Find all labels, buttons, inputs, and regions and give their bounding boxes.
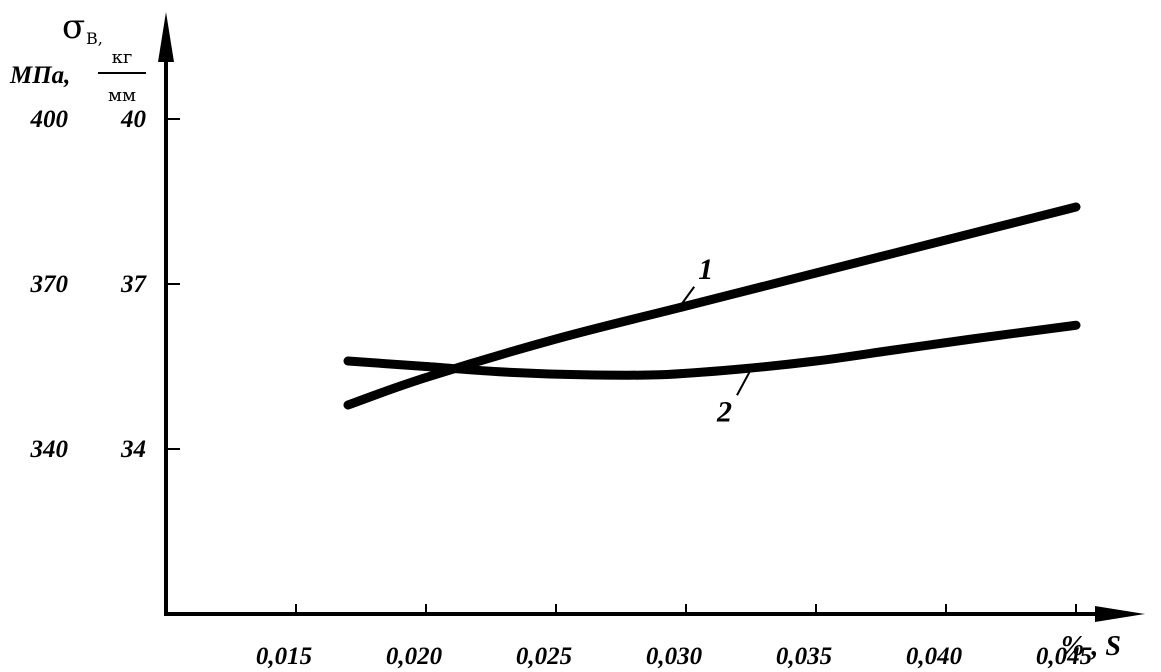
x-axis-label: % , S <box>1061 631 1121 662</box>
y-label-kg-numerator: кг <box>112 47 133 68</box>
y-label-kg-denominator: мм <box>108 85 136 106</box>
y-label-mpa: МПа, <box>9 62 70 89</box>
y-label-subscript: В, <box>86 29 103 48</box>
x-ticks: 0,015 0,020 0,025 0,030 0,035 0,040 0,045 <box>256 604 1092 670</box>
x-axis-arrow-icon <box>1095 606 1145 622</box>
y-tick-label: 37 <box>120 271 148 298</box>
series: 12 <box>343 202 1081 428</box>
y-tick-label-mpa: 370 <box>30 271 69 298</box>
series-2-line <box>343 320 1081 380</box>
x-tick-label: 0,035 <box>776 643 832 670</box>
x-tick-label: 0,040 <box>906 643 963 670</box>
series-2-leader <box>736 368 752 396</box>
y-axis <box>158 12 174 614</box>
x-axis <box>164 606 1145 622</box>
y-tick-label: 34 <box>120 436 146 463</box>
series-1-leader <box>677 286 696 310</box>
series-1-line <box>343 202 1081 410</box>
y-tick-label-mpa: 340 <box>30 436 69 463</box>
y-ticks: 40 400 37 370 34 340 <box>30 106 180 463</box>
x-tick-label: 0,020 <box>386 643 443 670</box>
x-tick-label: 0,025 <box>516 643 572 670</box>
x-tick-label: 0,045 <box>1036 643 1092 670</box>
x-tick-label: 0,015 <box>256 643 312 670</box>
x-tick-label: 0,030 <box>646 643 703 670</box>
y-axis-arrow-icon <box>158 12 174 62</box>
y-label-symbol: σ <box>62 7 85 47</box>
series-2-label: 2 <box>716 395 732 428</box>
y-tick-label-mpa: 400 <box>30 106 69 133</box>
y-axis-label: σ В, МПа, кг мм <box>9 7 146 106</box>
series-1-label: 1 <box>698 253 713 286</box>
y-tick-label: 40 <box>120 106 147 133</box>
